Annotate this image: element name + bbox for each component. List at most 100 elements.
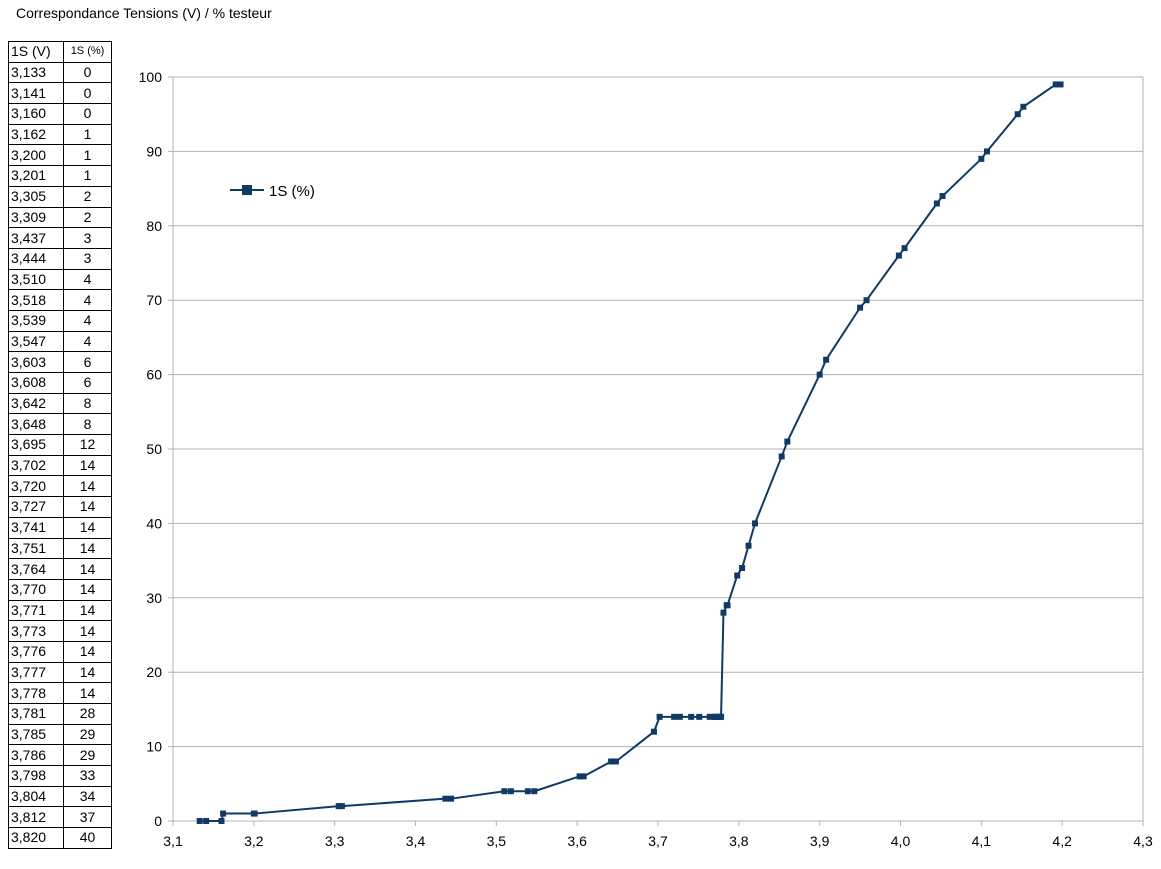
series-line (199, 83, 1061, 822)
axes: 0 10 20 30 40 50 60 70 80 90 100 3,1 3,2 3,3 3,4 3,5 3,6… (139, 69, 1153, 849)
legend-label: 1S (%) (269, 183, 315, 200)
voltage-cell: 3,162 (8, 123, 64, 146)
percent-cell: 14 (63, 496, 112, 518)
series-layer (196, 81, 1064, 824)
y-tick-label: 0 (154, 813, 162, 829)
data-point (745, 542, 752, 549)
x-tick-label: 4,2 (1052, 833, 1072, 849)
table-row: 3,804 34 (8, 785, 112, 808)
voltage-cell: 3,741 (8, 516, 64, 539)
data-point (608, 758, 615, 765)
data-point (612, 758, 619, 765)
data-point (524, 788, 531, 795)
data-point (203, 818, 210, 824)
data-point (983, 148, 990, 155)
table-row: 3,777 14 (8, 661, 112, 684)
data-point (1052, 81, 1059, 88)
data-point (650, 728, 657, 735)
x-tick-label: 3,7 (648, 833, 668, 849)
percent-cell: 12 (63, 434, 112, 456)
data-point (442, 795, 449, 802)
voltage-cell: 3,777 (8, 661, 64, 684)
percent-cell: 28 (63, 703, 112, 725)
x-tick-label: 3,3 (325, 833, 345, 849)
table-row: 3,437 3 (8, 227, 112, 249)
data-point (531, 788, 538, 795)
data-point (895, 252, 902, 259)
y-tick-label: 100 (139, 69, 163, 85)
x-tick-label: 3,8 (729, 833, 749, 849)
voltage-cell: 3,776 (8, 640, 64, 663)
table-row: 3,642 8 (8, 392, 112, 415)
voltage-cell: 3,695 (8, 434, 64, 456)
table-row: 3,781 28 (8, 703, 112, 725)
percent-cell: 2 (63, 185, 112, 208)
x-tick-label: 3,1 (163, 833, 183, 849)
column-header-voltage: 1S (V) (8, 41, 64, 63)
table-row: 3,539 4 (8, 309, 112, 332)
percent-cell: 14 (63, 661, 112, 684)
voltage-cell: 3,770 (8, 578, 64, 601)
data-point (335, 803, 342, 810)
legend: 1S (%) (230, 183, 315, 200)
voltage-cell: 3,437 (8, 227, 64, 249)
data-point (784, 438, 791, 445)
voltage-cell: 3,778 (8, 682, 64, 704)
x-tick-label: 3,2 (244, 833, 264, 849)
x-tick-label: 3,4 (406, 833, 426, 849)
data-point (752, 520, 758, 527)
x-tick-label: 3,5 (487, 833, 507, 849)
voltage-cell: 3,771 (8, 599, 64, 622)
table-row: 3,720 14 (8, 475, 112, 498)
percent-cell: 14 (63, 516, 112, 539)
table-body: 3,133 0 3,141 0 3,160 0 3,162 1 3,200 1 3,201 1 3,30… (8, 61, 112, 849)
voltage-cell: 3,642 (8, 392, 64, 415)
data-point (778, 453, 785, 460)
y-tick-label: 20 (146, 664, 162, 680)
table-header-row: 1S (V) 1S (%) (8, 41, 112, 63)
voltage-cell: 3,518 (8, 289, 64, 311)
data-point (220, 810, 227, 817)
data-point (501, 788, 508, 795)
data-point (696, 713, 703, 720)
voltage-cell: 3,201 (8, 165, 64, 187)
data-point (338, 803, 345, 810)
table-row: 3,778 14 (8, 682, 112, 704)
percent-cell: 33 (63, 765, 112, 787)
data-point (857, 304, 864, 311)
table-row: 3,727 14 (8, 496, 112, 518)
voltage-cell: 3,141 (8, 82, 64, 105)
data-point (218, 818, 225, 824)
table-row: 3,200 1 (8, 144, 112, 167)
x-tick-label: 4,0 (891, 833, 911, 849)
data-point (978, 155, 985, 162)
table-row: 3,162 1 (8, 123, 112, 146)
data-point (823, 356, 830, 363)
voltage-cell: 3,785 (8, 723, 64, 746)
data-point (734, 572, 741, 579)
data-point (863, 297, 870, 304)
voltage-cell: 3,773 (8, 620, 64, 642)
voltage-cell: 3,160 (8, 103, 64, 125)
data-point (739, 565, 746, 572)
percent-cell: 1 (63, 123, 112, 146)
data-point (1014, 111, 1021, 118)
percent-cell: 29 (63, 744, 112, 767)
table-row: 3,702 14 (8, 454, 112, 477)
data-point (251, 810, 258, 817)
table-row: 3,820 40 (8, 827, 112, 849)
x-tick-label: 4,1 (972, 833, 992, 849)
voltage-cell: 3,539 (8, 309, 64, 332)
y-tick-label: 50 (146, 441, 162, 457)
percent-cell: 40 (63, 827, 112, 849)
data-point (933, 200, 940, 207)
legend-marker (242, 185, 252, 195)
data-point (676, 713, 683, 720)
y-tick-label: 30 (146, 590, 162, 606)
y-tick-label: 40 (146, 515, 162, 531)
y-tick-label: 60 (146, 367, 162, 383)
data-point (1020, 103, 1027, 110)
table-row: 3,773 14 (8, 620, 112, 642)
data-point (507, 788, 514, 795)
